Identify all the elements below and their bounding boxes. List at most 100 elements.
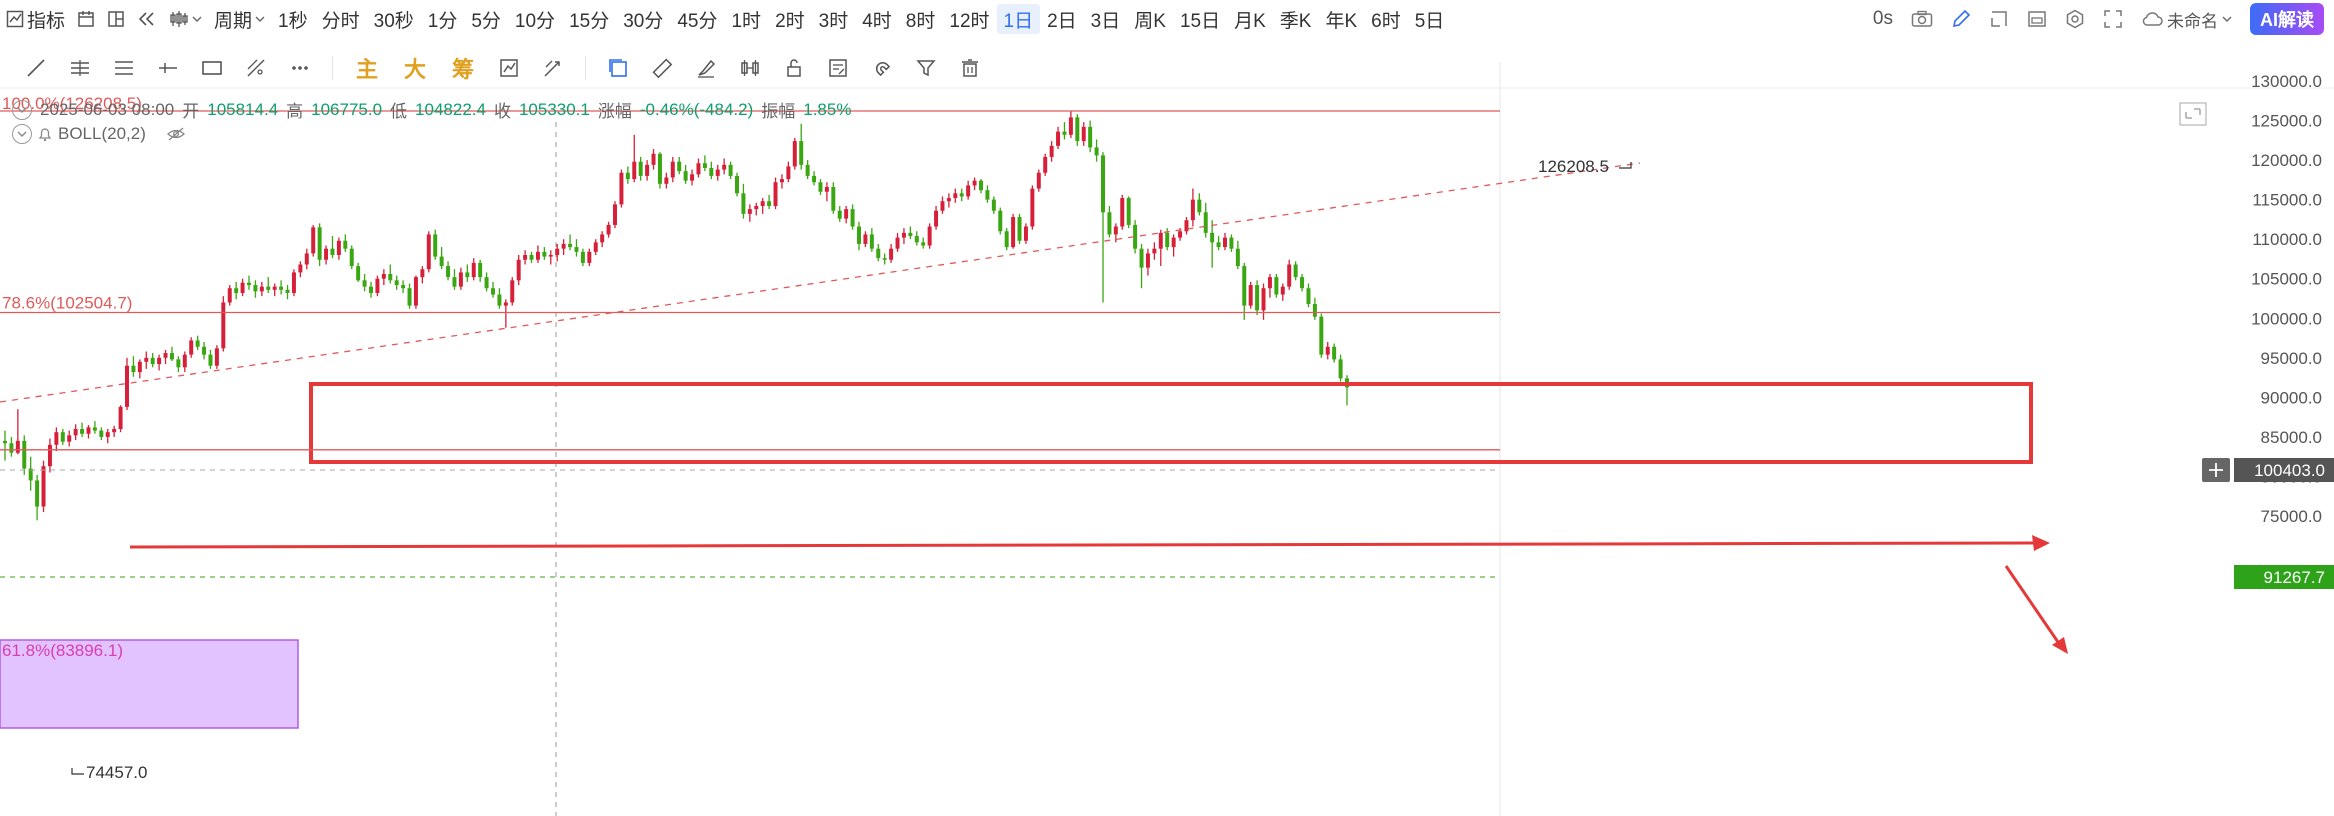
high-annotation-pointer [1619,162,1632,169]
horizontal-ray-tool-icon[interactable] [146,50,190,86]
candle-body [927,226,932,246]
expand-corner-icon[interactable] [1989,9,2009,29]
candle [535,245,540,263]
candle-body [1223,237,1227,248]
ruler-icon[interactable] [640,50,684,86]
candle [1049,141,1054,162]
collapse-info-icon[interactable] [12,99,32,120]
candle-body [908,232,913,237]
cloud-layout-dropdown[interactable]: 未命名 [2141,7,2232,32]
period-button[interactable]: 1分 [427,10,458,32]
candle-body [234,288,239,293]
candle-body [921,242,926,246]
period-button[interactable]: 分时 [321,10,360,32]
period-button[interactable]: 6时 [1371,10,1401,32]
candle [1280,283,1285,301]
pencil-icon[interactable] [1951,9,1971,29]
period-button[interactable]: 1时 [731,10,762,32]
period-button[interactable]: 1日 [996,4,1041,34]
indicator-button[interactable]: 指标 [0,4,71,34]
y-tick-label: 90000.0 [2261,388,2322,407]
continuous-draw-icon[interactable] [596,50,640,86]
period-button[interactable]: 2时 [775,10,805,32]
auto-pattern-icon[interactable] [487,50,531,86]
calendar-button[interactable] [71,4,101,34]
candle [157,354,162,371]
period-dropdown[interactable]: 周期 [208,4,271,34]
period-button[interactable]: 5日 [1414,10,1445,32]
bell-icon[interactable] [38,126,52,142]
candle [574,239,579,257]
period-button[interactable]: 4时 [862,10,892,32]
period-button[interactable]: 45分 [677,10,718,32]
magnet-draw-icon[interactable] [531,50,575,86]
period-button[interactable]: 5分 [471,10,501,32]
settings-icon[interactable] [2065,9,2085,29]
main-indicator-toggle[interactable]: 主 [355,57,378,82]
candle [413,275,418,309]
y-tick-label: 105000.0 [2251,270,2322,289]
candle-body [728,164,733,176]
pitchfork-tool-icon[interactable] [234,50,278,86]
save-layout-icon[interactable] [2027,9,2047,29]
candle-body [279,286,284,290]
candle-body [882,258,887,260]
horizontal-lines-tool-icon[interactable] [102,50,146,86]
ai-analysis-button[interactable]: AI解读 [2250,3,2324,35]
candle-body [741,193,746,214]
candle [503,299,508,328]
period-button[interactable]: 1秒 [278,10,308,32]
trend-line-tool-icon[interactable] [14,50,58,86]
fullscreen-icon[interactable] [2103,9,2123,29]
chip-distribution-toggle[interactable]: 筹 [451,57,474,82]
period-button[interactable]: 10分 [514,10,556,32]
high-label: 高 [286,102,304,121]
camera-icon[interactable] [1911,10,1933,28]
candle-body [15,440,20,453]
filter-icon[interactable] [904,50,948,86]
collapse-indicator-icon[interactable] [12,124,32,144]
candle [330,236,335,259]
period-button[interactable]: 周K [1134,10,1166,32]
low-label: 低 [390,102,408,121]
period-button[interactable]: 3时 [818,10,849,32]
period-button[interactable]: 12时 [949,10,990,32]
rectangle-tool-icon[interactable] [190,50,234,86]
eye-hidden-icon[interactable] [166,126,186,142]
lock-icon[interactable] [772,50,816,86]
magnet-icon[interactable] [860,50,904,86]
parallel-channel-tool-icon[interactable] [58,50,102,86]
period-button[interactable]: 月K [1234,10,1266,32]
period-button[interactable]: 8时 [905,10,936,32]
period-button[interactable]: 2日 [1047,10,1077,32]
period-button[interactable]: 30分 [623,10,664,32]
maximize-chart-icon[interactable] [2179,102,2207,126]
candle [144,351,149,369]
trash-icon[interactable] [948,50,992,86]
candle [92,421,97,434]
candle-body [889,248,894,260]
candle [613,201,617,229]
candle [317,223,322,267]
compare-bars-icon[interactable] [728,50,772,86]
period-button[interactable]: 季K [1279,10,1312,32]
period-button[interactable]: 年K [1325,10,1358,32]
big-order-toggle[interactable]: 大 [403,57,426,82]
period-button[interactable]: 15日 [1179,10,1221,32]
period-button[interactable]: 15分 [569,10,610,32]
template-icon[interactable] [816,50,860,86]
period-button[interactable]: 30秒 [373,10,414,32]
candle-body [35,480,40,507]
replay-button[interactable] [131,4,163,34]
layout-button[interactable] [101,4,131,34]
candle [889,243,894,263]
brush-icon[interactable] [684,50,728,86]
candle-body [484,277,489,289]
period-button[interactable]: 3日 [1090,10,1121,32]
candle [709,161,714,180]
chart-type-button[interactable] [163,4,208,34]
candle-body [1338,359,1343,379]
more-tools-icon[interactable] [278,50,322,86]
candle-body [1165,232,1170,248]
